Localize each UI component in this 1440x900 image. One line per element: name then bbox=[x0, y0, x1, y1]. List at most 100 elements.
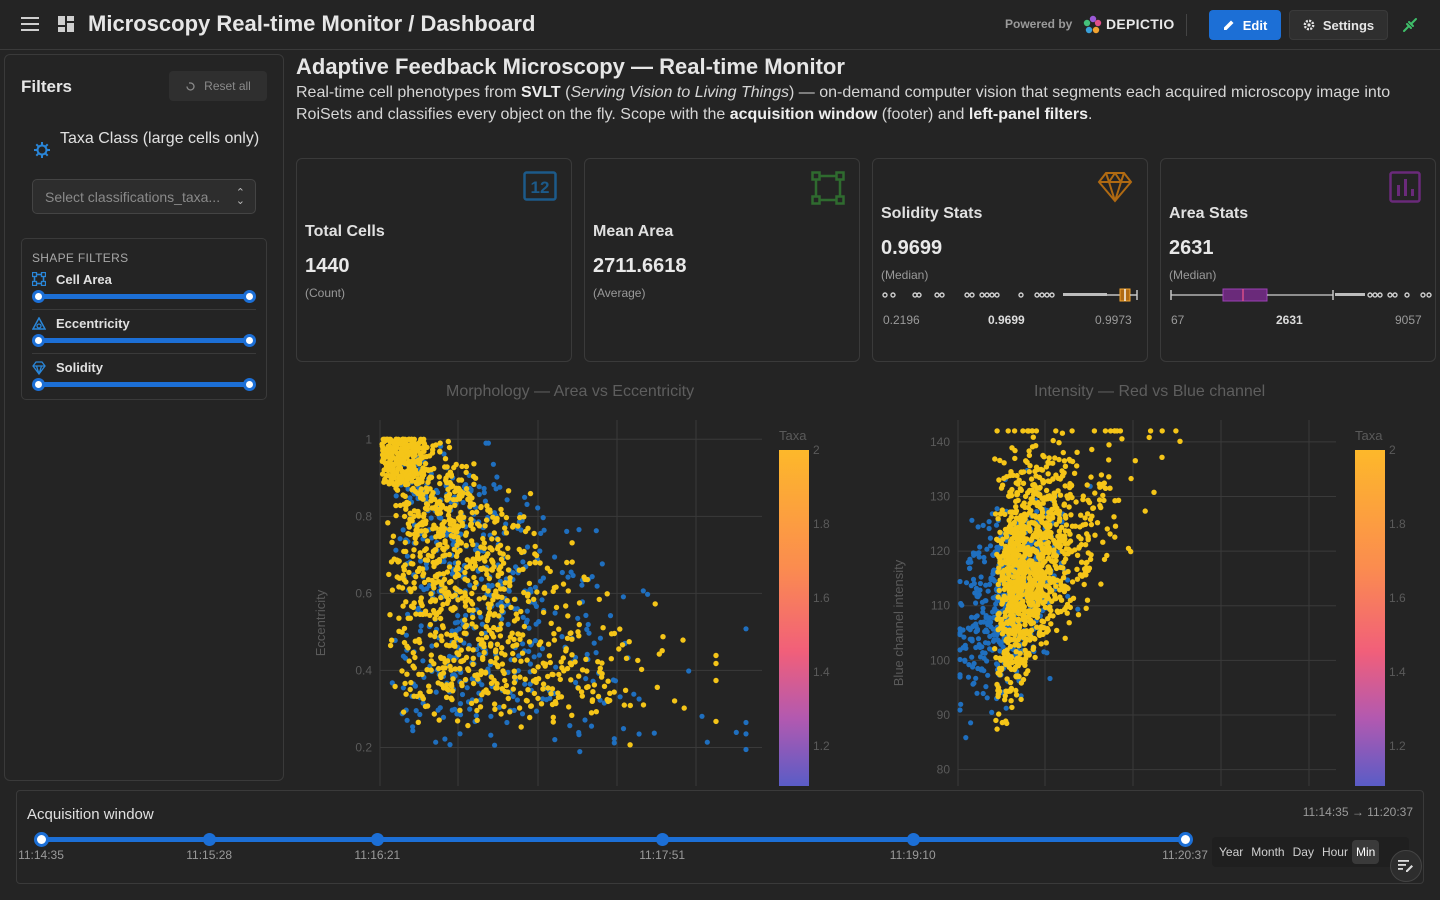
data-point bbox=[1030, 434, 1036, 440]
window-range-handle[interactable] bbox=[1178, 832, 1193, 847]
virus-icon bbox=[34, 142, 50, 158]
solidity-min-handle[interactable] bbox=[32, 378, 45, 391]
data-point bbox=[1023, 655, 1029, 661]
eccentricity-max-handle[interactable] bbox=[243, 334, 256, 347]
data-point bbox=[1044, 594, 1051, 600]
data-point bbox=[444, 600, 450, 606]
acquisition-window-slider[interactable] bbox=[34, 832, 1193, 847]
window-marker[interactable] bbox=[656, 833, 670, 846]
cell-area-min-handle[interactable] bbox=[32, 290, 45, 303]
eccentricity-slider[interactable] bbox=[32, 334, 256, 347]
granularity-hour[interactable]: Hour bbox=[1321, 845, 1348, 859]
data-point bbox=[1026, 547, 1032, 553]
data-point bbox=[1065, 568, 1071, 575]
data-point bbox=[400, 685, 406, 691]
data-point bbox=[1128, 548, 1134, 555]
data-point bbox=[591, 682, 598, 688]
taxa-class-select[interactable]: Select classifications_taxa... ⌃ ⌄ bbox=[32, 179, 256, 214]
data-point bbox=[470, 661, 476, 667]
data-point bbox=[510, 524, 516, 530]
intensity-scatter-plot[interactable]: 140 130 120 110 100 90 80 Blue channel intensit… bbox=[868, 400, 1440, 786]
card-subtitle: (Median) bbox=[881, 268, 929, 282]
solidity-max-handle[interactable] bbox=[243, 378, 256, 391]
solidity-slider[interactable] bbox=[32, 378, 256, 391]
data-point bbox=[411, 693, 417, 699]
data-point bbox=[645, 591, 651, 597]
data-point bbox=[1100, 539, 1106, 545]
data-point bbox=[998, 561, 1005, 567]
data-point bbox=[475, 636, 482, 642]
window-marker[interactable] bbox=[371, 833, 385, 846]
granularity-year[interactable]: Year bbox=[1219, 845, 1244, 859]
data-point bbox=[994, 726, 1000, 732]
data-point bbox=[1083, 605, 1089, 611]
data-point bbox=[1087, 556, 1094, 562]
data-point bbox=[481, 490, 487, 496]
data-point bbox=[1102, 428, 1109, 434]
data-point bbox=[428, 667, 434, 673]
data-point bbox=[484, 571, 490, 577]
data-point bbox=[1028, 476, 1035, 482]
data-point bbox=[458, 509, 464, 516]
colorbar-tick-label: 2 bbox=[1389, 443, 1396, 457]
plug-connected-icon[interactable] bbox=[1401, 16, 1419, 34]
data-point bbox=[1029, 535, 1035, 542]
data-point bbox=[535, 505, 541, 511]
data-point bbox=[1021, 612, 1027, 618]
data-point bbox=[511, 668, 517, 674]
data-point bbox=[386, 571, 392, 578]
data-point bbox=[431, 585, 437, 591]
settings-button[interactable]: Settings bbox=[1289, 10, 1388, 40]
data-point bbox=[1018, 513, 1024, 519]
data-point bbox=[467, 706, 473, 712]
data-point bbox=[547, 659, 553, 666]
data-point bbox=[490, 461, 496, 467]
menu-icon[interactable] bbox=[21, 16, 39, 32]
data-point bbox=[443, 694, 450, 700]
granularity-month[interactable]: Month bbox=[1251, 845, 1285, 859]
data-point bbox=[1065, 593, 1071, 599]
data-point bbox=[526, 639, 533, 645]
shape-filters-panel: SHAPE FILTERS Cell Area Eccentricity Sol… bbox=[21, 238, 267, 400]
time-granularity-selector[interactable]: Year Month Day Hour Min bbox=[1212, 837, 1409, 867]
card-title: Mean Area bbox=[593, 223, 674, 240]
data-point bbox=[502, 580, 508, 586]
data-point bbox=[1012, 569, 1018, 575]
data-point bbox=[1057, 594, 1063, 600]
data-point bbox=[1069, 428, 1075, 434]
data-point bbox=[545, 685, 551, 691]
window-range-handle[interactable] bbox=[34, 832, 49, 847]
data-point bbox=[1031, 635, 1037, 642]
granularity-min[interactable]: Min bbox=[1351, 840, 1380, 864]
notes-button[interactable] bbox=[1390, 850, 1422, 882]
data-point bbox=[585, 621, 591, 628]
cell-area-max-handle[interactable] bbox=[243, 290, 256, 303]
data-point bbox=[569, 652, 575, 658]
data-point bbox=[975, 636, 982, 642]
data-point bbox=[1050, 460, 1056, 466]
data-point bbox=[521, 589, 527, 596]
data-point bbox=[437, 705, 443, 711]
data-point bbox=[569, 636, 575, 642]
cell-area-slider[interactable] bbox=[32, 290, 256, 303]
data-point bbox=[486, 610, 493, 616]
data-point bbox=[387, 456, 393, 463]
data-point bbox=[568, 677, 574, 683]
edit-button[interactable]: Edit bbox=[1209, 10, 1281, 40]
granularity-day[interactable]: Day bbox=[1292, 845, 1314, 859]
data-point bbox=[999, 553, 1006, 559]
data-point bbox=[1013, 692, 1020, 698]
window-marker[interactable] bbox=[203, 833, 217, 846]
desc-text: . bbox=[1088, 106, 1093, 123]
data-point bbox=[957, 656, 963, 663]
window-marker[interactable] bbox=[906, 833, 920, 846]
y-tick-label: 90 bbox=[937, 708, 951, 722]
reset-all-button[interactable]: Reset all bbox=[169, 71, 267, 101]
data-point bbox=[1056, 539, 1063, 546]
eccentricity-min-handle[interactable] bbox=[32, 334, 45, 347]
morphology-scatter-plot[interactable]: 1 0.8 0.6 0.4 0.2 Eccentricity Taxa 2 1.8 1.6 1.4 1… bbox=[296, 400, 856, 786]
data-point bbox=[635, 657, 641, 664]
data-point bbox=[495, 573, 501, 579]
data-point bbox=[431, 661, 437, 667]
data-point bbox=[575, 629, 581, 635]
